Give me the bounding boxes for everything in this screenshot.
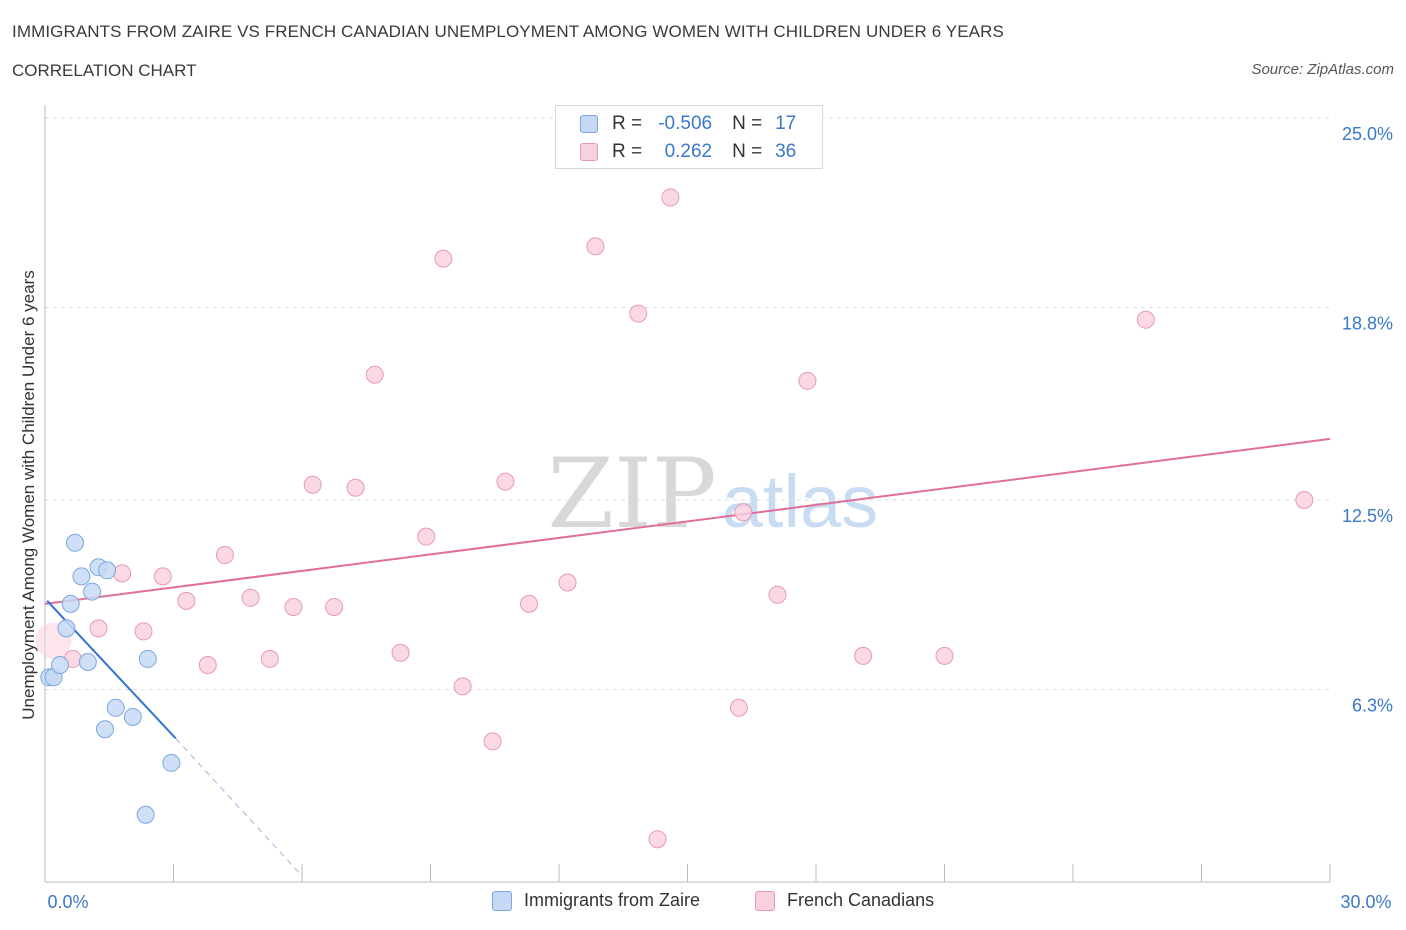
point-zaire <box>136 805 155 824</box>
point-french-canadians <box>729 698 748 717</box>
gridlines <box>45 117 1330 690</box>
point-french-canadians <box>284 597 303 616</box>
watermark-atlas: atlas <box>722 460 878 543</box>
point-french-canadians <box>854 646 873 665</box>
point-french-canadians <box>1295 491 1314 509</box>
point-french-canadians <box>798 371 817 390</box>
legend-n-value: 17 <box>775 113 797 134</box>
legend-item-french-canadians: French Canadians <box>755 890 934 911</box>
point-french-canadians <box>648 830 667 849</box>
y-tick-label: 18.8% <box>1342 313 1393 333</box>
point-french-canadians <box>483 732 502 751</box>
point-zaire <box>138 649 157 668</box>
point-french-canadians <box>935 646 954 665</box>
legend-swatch-blue <box>580 115 598 133</box>
point-french-canadians <box>586 237 605 256</box>
y-tick-label: 6.3% <box>1352 695 1393 715</box>
point-french-canadians <box>215 546 234 565</box>
legend-r-label: R = <box>612 141 643 162</box>
point-french-canadians <box>89 619 108 638</box>
point-french-canadians <box>177 591 196 610</box>
legend-r-value: -0.506 <box>658 113 713 134</box>
point-french-canadians <box>629 304 648 323</box>
point-french-canadians <box>1136 310 1155 329</box>
point-zaire <box>61 594 80 613</box>
legend-swatch-pink <box>580 143 598 161</box>
point-zaire <box>83 582 102 601</box>
point-french-canadians <box>325 597 344 616</box>
point-zaire <box>65 533 84 552</box>
trend-line-zaire-extension <box>175 738 303 877</box>
correlation-legend: R = -0.506 N = 17 R = 0.262 N = 36 <box>555 105 823 169</box>
point-french-canadians <box>768 585 787 604</box>
point-zaire <box>98 561 117 580</box>
point-french-canadians <box>520 594 539 613</box>
point-zaire <box>72 567 91 586</box>
point-zaire <box>106 698 125 717</box>
legend-label-french-canadians: French Canadians <box>787 890 935 910</box>
legend-row-french-canadians: R = 0.262 N = 36 <box>580 140 796 164</box>
point-french-canadians <box>365 365 384 384</box>
point-french-canadians <box>241 588 260 607</box>
trend-line-french-canadians <box>44 437 1331 605</box>
y-axis-label: Unemployment Among Women with Children U… <box>19 270 38 719</box>
point-zaire <box>162 753 181 772</box>
x-tick-label: 0.0% <box>47 892 88 912</box>
point-french-canadians <box>496 472 515 491</box>
legend-n-label: N = <box>732 113 763 134</box>
legend-label-zaire: Immigrants from Zaire <box>524 890 701 910</box>
point-french-canadians <box>391 643 410 662</box>
point-french-canadians <box>198 656 217 675</box>
point-french-canadians <box>346 478 365 497</box>
point-zaire <box>95 720 114 739</box>
legend-swatch-pink <box>755 890 775 911</box>
point-french-canadians <box>303 475 322 494</box>
axes <box>44 105 1331 883</box>
point-french-canadians <box>153 567 172 586</box>
point-zaire <box>50 656 69 675</box>
point-french-canadians <box>113 564 132 583</box>
point-french-canadians <box>417 527 436 546</box>
point-french-canadians <box>434 249 453 268</box>
point-french-canadians <box>453 677 472 696</box>
tick-labels: 6.3% 12.5% 18.8% 25.0% 0.0% 30.0% <box>47 124 1393 912</box>
point-french-canadians <box>260 649 279 668</box>
x-tick-label: 30.0% <box>1340 892 1391 912</box>
point-french-canadians <box>558 573 577 592</box>
legend-r-label: R = <box>612 113 643 134</box>
point-french-canadians <box>134 622 153 641</box>
data-points <box>35 188 1314 849</box>
chart-subtitle: CORRELATION CHART <box>12 61 197 80</box>
point-zaire <box>78 652 97 671</box>
legend-r-value: 0.262 <box>664 141 713 162</box>
point-french-canadians <box>661 188 680 207</box>
y-tick-label: 12.5% <box>1342 506 1393 526</box>
watermark-zip: ZIP <box>547 438 716 550</box>
chart-title: IMMIGRANTS FROM ZAIRE VS FRENCH CANADIAN… <box>12 22 1004 41</box>
legend-n-value: 36 <box>775 141 797 162</box>
legend-item-zaire: Immigrants from Zaire <box>492 890 700 911</box>
point-french-canadians <box>734 503 753 522</box>
legend-swatch-blue <box>492 890 512 911</box>
point-zaire <box>57 619 76 638</box>
legend-row-zaire: R = -0.506 N = 17 <box>580 112 796 136</box>
y-tick-label: 25.0% <box>1342 124 1393 144</box>
source-attribution: Source: ZipAtlas.com <box>1251 61 1394 78</box>
point-zaire <box>123 707 142 726</box>
legend-n-label: N = <box>732 141 763 162</box>
